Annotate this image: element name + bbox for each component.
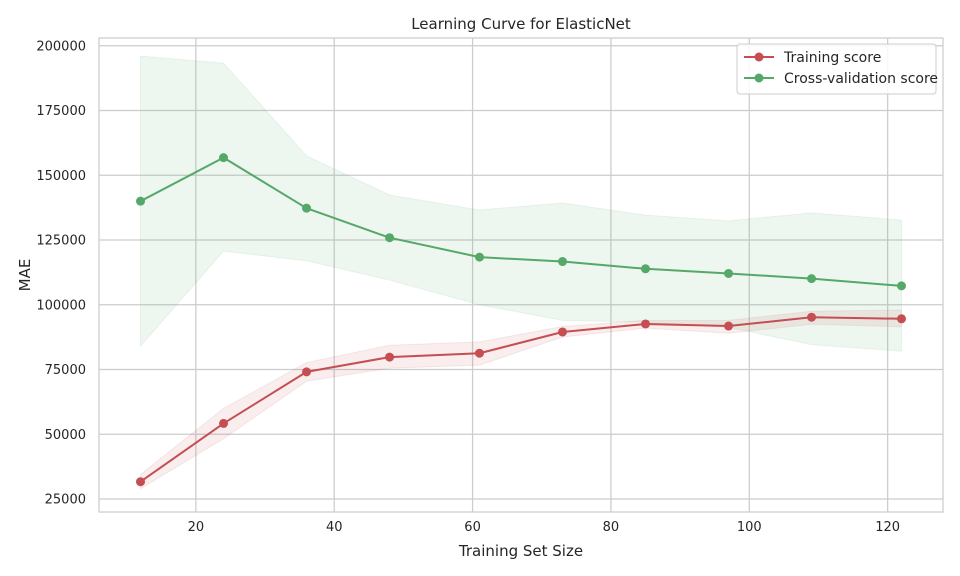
x-tick-label: 80: [603, 520, 620, 535]
training-data-point: [302, 367, 312, 377]
cv-data-point: [558, 257, 568, 267]
cv-data-point: [641, 264, 651, 274]
x-tick-label: 120: [875, 520, 900, 535]
confidence-band-layer: [140, 55, 902, 490]
cv-data-point: [136, 196, 146, 206]
legend: Training score Cross-validation score: [736, 43, 938, 95]
x-tick-label: 60: [464, 520, 481, 535]
cv-data-point: [219, 153, 229, 163]
y-axis-label: MAE: [16, 259, 34, 292]
plot-area-background: [99, 38, 943, 512]
legend-cv-marker: [754, 73, 764, 83]
training-series-line: [139, 316, 902, 483]
training-data-point: [896, 314, 906, 324]
x-tick-label: 20: [188, 520, 205, 535]
training-data-point: [641, 319, 651, 329]
y-tick-label: 125000: [36, 234, 86, 249]
x-axis-label: Training Set Size: [458, 542, 583, 560]
y-tick-label: 200000: [36, 39, 86, 54]
legend-training-label: Training score: [783, 50, 881, 66]
cv-series-line: [140, 156, 902, 287]
cv-data-point: [724, 268, 734, 278]
y-tick-label: 50000: [45, 428, 86, 443]
cv-data-point: [385, 233, 395, 243]
training-confidence-band: [140, 309, 902, 490]
training-data-point: [219, 418, 229, 428]
training-data-point: [474, 348, 484, 358]
training-data-point: [807, 312, 817, 322]
training-data-point: [724, 321, 734, 331]
series-point-layer: [136, 153, 906, 487]
cv-data-point: [896, 281, 906, 291]
cv-data-point: [807, 274, 817, 284]
y-tick-label: 175000: [36, 104, 86, 119]
cv-data-point: [302, 203, 312, 213]
legend-box: [736, 43, 937, 95]
x-tick-label: 100: [737, 520, 762, 535]
training-data-point: [385, 352, 395, 362]
cv-data-point: [474, 252, 484, 262]
cv-confidence-band: [140, 55, 902, 352]
y-tick-label: 25000: [45, 493, 86, 508]
training-data-point: [136, 477, 146, 487]
x-tick-label: 40: [326, 520, 343, 535]
y-tick-label: 150000: [36, 169, 86, 184]
series-line-layer: [139, 156, 902, 483]
training-data-point: [558, 327, 568, 337]
plot-area-border: [98, 37, 944, 513]
legend-training-marker: [754, 52, 764, 62]
chart-title: Learning Curve for ElasticNet: [411, 15, 631, 33]
y-tick-label: 100000: [36, 298, 86, 313]
y-tick-label: 75000: [45, 363, 86, 378]
legend-cv-label: Cross-validation score: [784, 71, 938, 87]
tick-label-layer: 20 40 60 80 100 120 25000 50000 75000 100000 12500…: [36, 39, 900, 535]
grid-layer: [99, 38, 943, 512]
